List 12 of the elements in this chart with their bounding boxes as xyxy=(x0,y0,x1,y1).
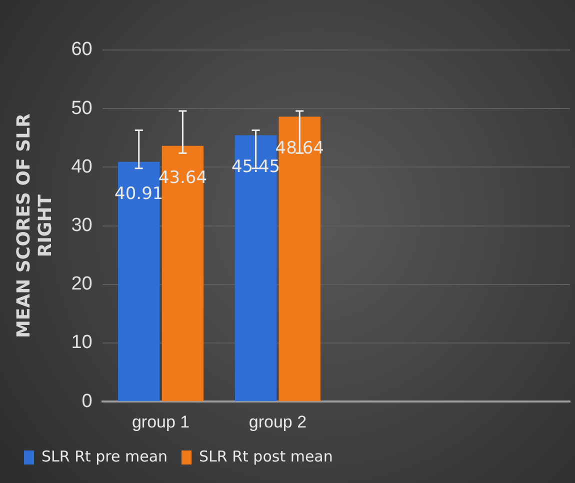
y-tick-label: 0 xyxy=(82,390,92,412)
y-tick-label: 10 xyxy=(71,332,92,354)
y-axis-title: MEAN SCORES OF SLR RIGHT xyxy=(13,113,56,338)
y-tick-label: 60 xyxy=(71,39,92,60)
legend-label: SLR Rt post mean xyxy=(199,447,333,466)
x-tick-label: group 2 xyxy=(248,412,307,432)
legend-label: SLR Rt pre mean xyxy=(42,447,168,466)
y-tick-label: 40 xyxy=(71,156,92,178)
x-tick-label: group 1 xyxy=(132,412,190,432)
y-tick-label: 30 xyxy=(71,215,92,236)
y-tick-label: 20 xyxy=(71,274,92,295)
y-tick-label: 50 xyxy=(71,98,92,119)
